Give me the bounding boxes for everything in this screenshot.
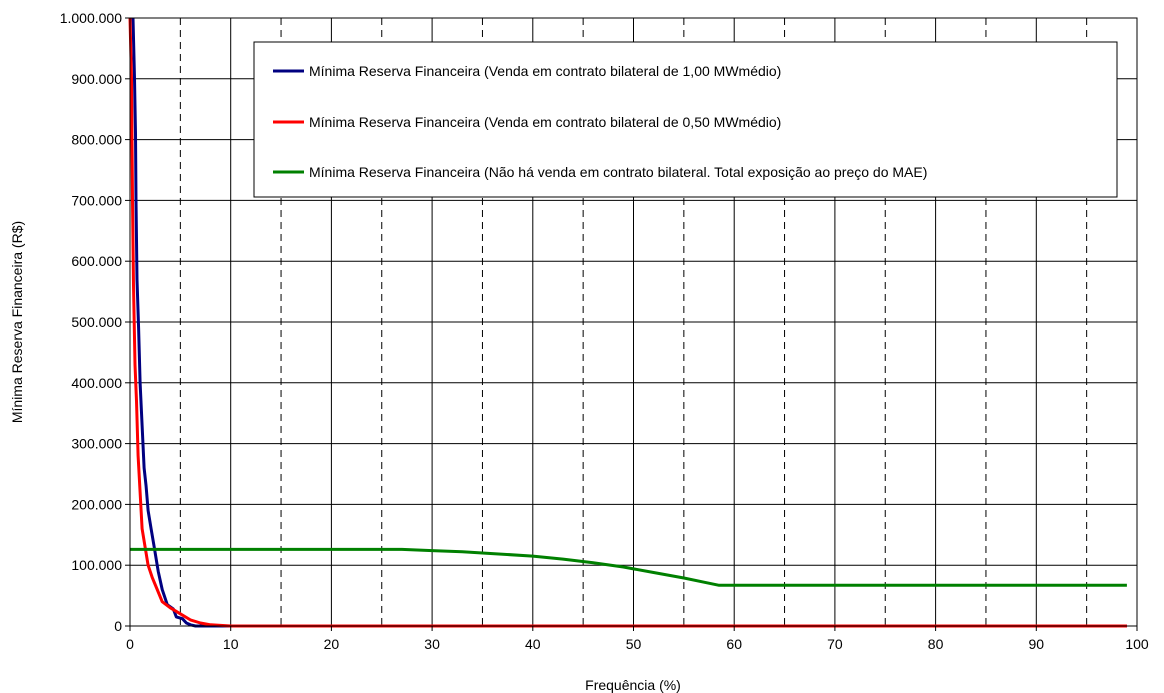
y-axis-ticks: 0 100.000 200.000 300.000 400.000 500.000 600.…	[60, 10, 130, 634]
series-lines	[128, 17, 1127, 628]
y-tick-label: 900.000	[71, 71, 122, 87]
x-axis-ticks: 0 10 20 30 40 50 60 70 80 90 100	[126, 626, 1149, 652]
y-tick-label: 0	[114, 618, 122, 634]
x-tick-label: 50	[626, 636, 642, 652]
x-axis-title: Frequência (%)	[585, 677, 681, 693]
legend-label-2: Mínima Reserva Financeira (Venda em cont…	[309, 114, 781, 130]
y-tick-label: 200.000	[71, 496, 122, 512]
series-line-050mw	[128, 17, 1127, 628]
y-tick-label: 500.000	[71, 314, 122, 330]
x-tick-label: 90	[1029, 636, 1045, 652]
y-axis-title: Mínima Reserva Financeira (R$)	[9, 221, 25, 423]
x-tick-label: 30	[424, 636, 440, 652]
series-line-1mw	[131, 17, 1127, 628]
y-tick-label: 600.000	[71, 253, 122, 269]
y-tick-label: 700.000	[71, 192, 122, 208]
legend-box	[253, 41, 1118, 198]
legend-label-3: Mínima Reserva Financeira (Não há venda …	[309, 164, 927, 180]
legend: Mínima Reserva Financeira (Venda em cont…	[253, 41, 1118, 198]
series-line-no-contract	[130, 547, 1127, 587]
x-tick-label: 60	[726, 636, 742, 652]
x-tick-label: 20	[324, 636, 340, 652]
legend-label-1: Mínima Reserva Financeira (Venda em cont…	[309, 63, 781, 79]
y-tick-label: 400.000	[71, 375, 122, 391]
y-tick-label: 800.000	[71, 132, 122, 148]
y-tick-label: 1.000.000	[60, 10, 122, 26]
x-tick-label: 10	[223, 636, 239, 652]
x-tick-label: 0	[126, 636, 134, 652]
x-tick-label: 70	[827, 636, 843, 652]
x-tick-label: 100	[1125, 636, 1149, 652]
x-tick-label: 40	[525, 636, 541, 652]
x-tick-label: 80	[928, 636, 944, 652]
y-tick-label: 100.000	[71, 557, 122, 573]
y-tick-label: 300.000	[71, 436, 122, 452]
